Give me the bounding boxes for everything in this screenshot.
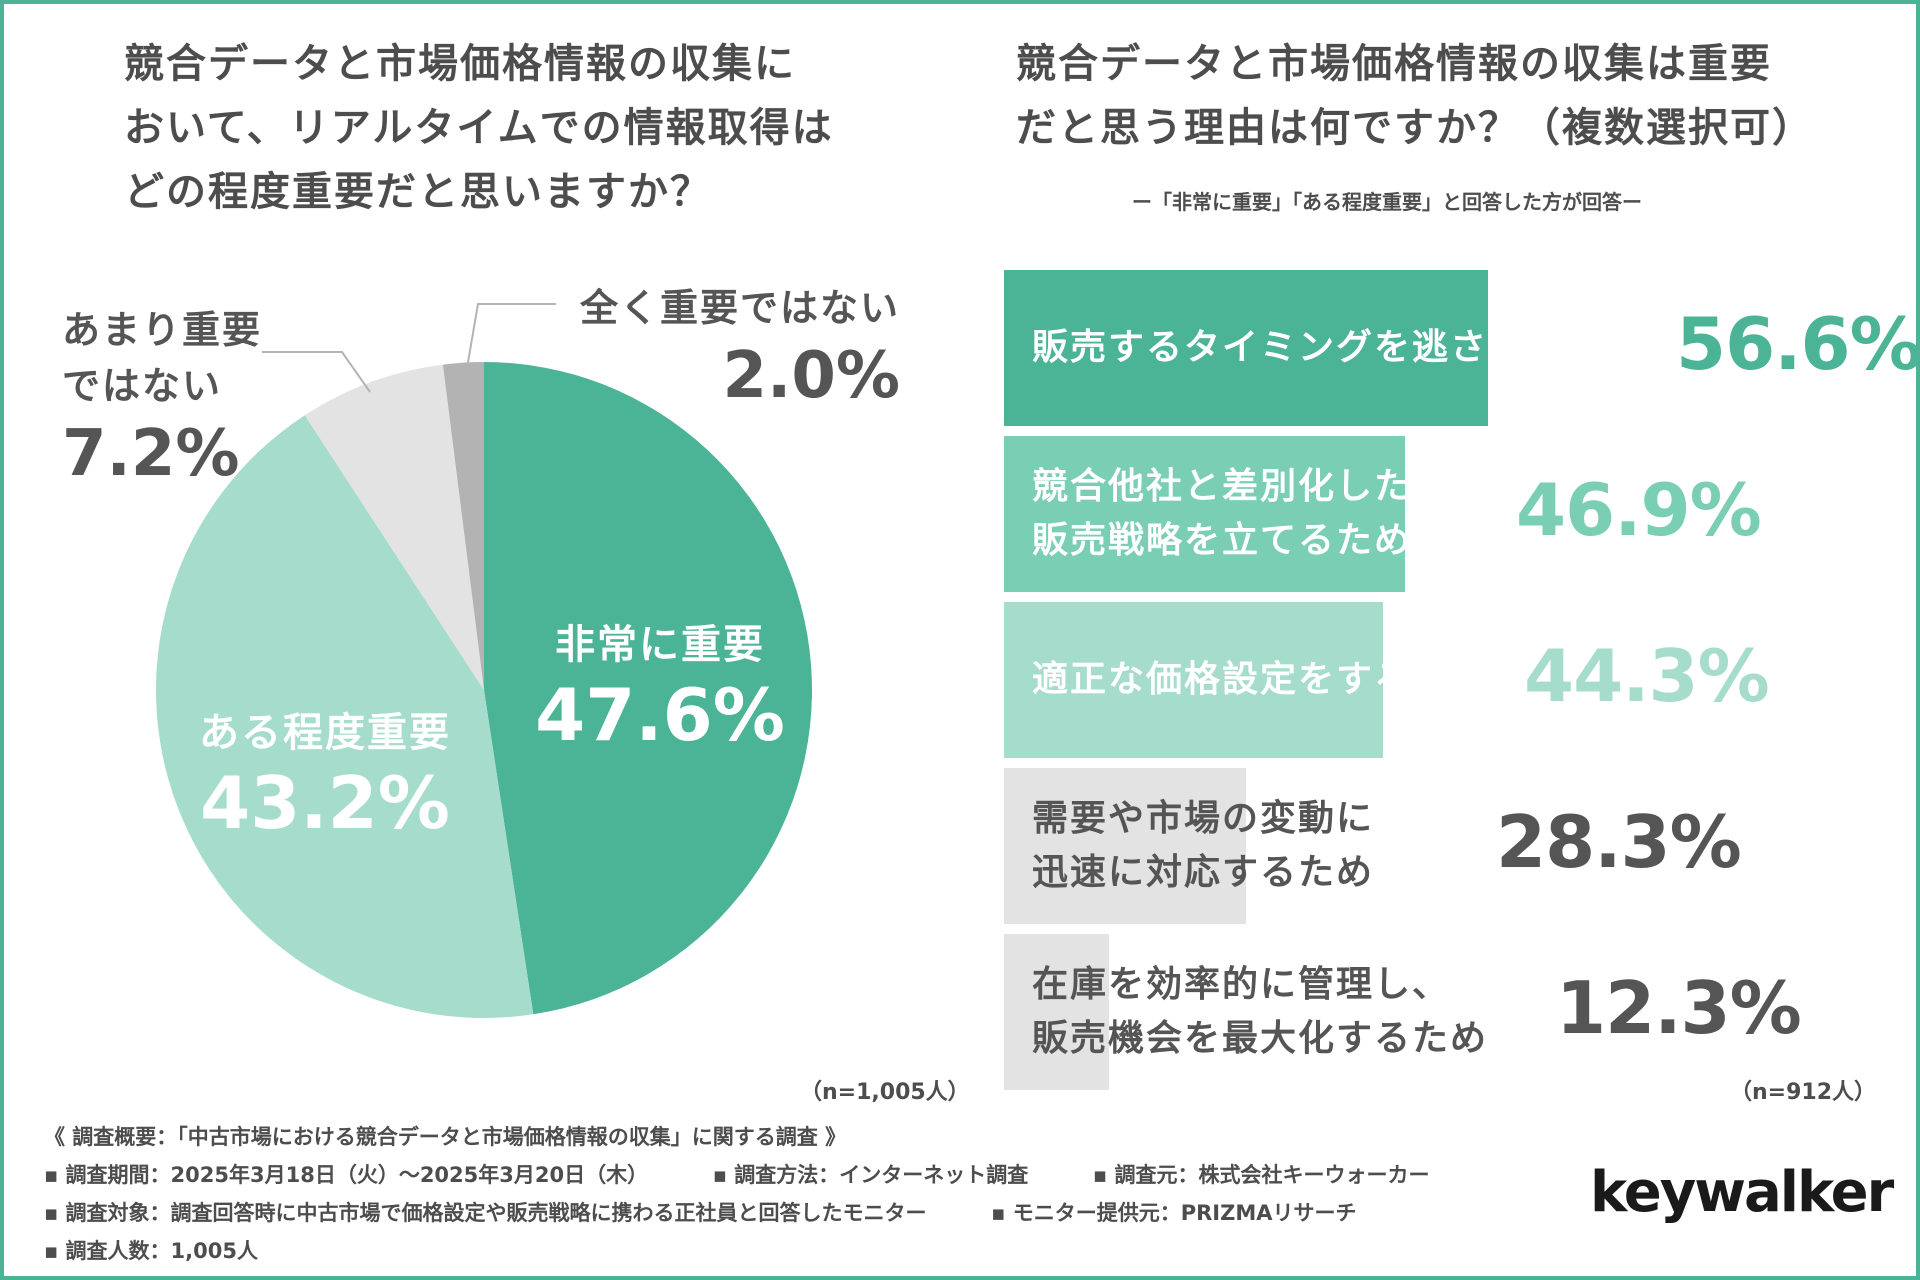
bar-value-4: 28.3% bbox=[1496, 800, 1742, 884]
pie-label-some-text: ある程度重要 bbox=[199, 710, 451, 756]
leader-line-notmuch bbox=[262, 351, 371, 393]
right-sample-size: （n=912人） bbox=[1730, 1080, 1877, 1105]
keywalker-logo: keywalker bbox=[1590, 1160, 1894, 1225]
survey-row-2: ▪ 調査対象：調査回答時に中古市場で価格設定や販売戦略に携わる正社員と回答したモ… bbox=[44, 1194, 1544, 1232]
pie-slice-notatall bbox=[442, 362, 484, 690]
pie-label-very-pct: 47.6% bbox=[535, 673, 785, 757]
pie-label-very: 非常に重要 47.6% bbox=[520, 612, 800, 760]
pie-chart bbox=[156, 303, 812, 1019]
survey-period: ▪ 調査期間：2025年3月18日（火）〜2025年3月20日（木） bbox=[44, 1163, 649, 1187]
pie-label-very-text: 非常に重要 bbox=[555, 622, 765, 668]
bar-value-2: 46.9% bbox=[1516, 468, 1762, 552]
bar-label-5: 在庫を効率的に管理し、 販売機会を最大化するため bbox=[1032, 964, 1489, 1059]
pie-label-notatall: 全く重要ではない 2.0% bbox=[560, 280, 900, 416]
right-question-title: 競合データと市場価格情報の収集は重要 だと思う理由は何ですか？（複数選択可） bbox=[1016, 41, 1814, 151]
right-subnote: ー「非常に重要」「ある程度重要」と回答した方が回答ー bbox=[1132, 190, 1642, 214]
bar-value-3: 44.3% bbox=[1524, 634, 1770, 718]
bar-value-5: 12.3% bbox=[1556, 966, 1802, 1050]
survey-overview: 《 調査概要：「中古市場における競合データと市場価格情報の収集」に関する調査 》… bbox=[44, 1118, 1544, 1270]
bar-value-1: 56.6% bbox=[1676, 302, 1920, 386]
pie-label-some-pct: 43.2% bbox=[200, 761, 450, 845]
pie-label-some: ある程度重要 43.2% bbox=[175, 700, 475, 848]
survey-overview-title: 《 調査概要：「中古市場における競合データと市場価格情報の収集」に関する調査 》 bbox=[44, 1125, 847, 1149]
pie-label-notmuch-pct: 7.2% bbox=[62, 417, 240, 491]
bar-3 bbox=[1004, 602, 1383, 758]
survey-row-1: ▪ 調査期間：2025年3月18日（火）〜2025年3月20日（木） ▪ 調査方… bbox=[44, 1156, 1544, 1194]
survey-count: ▪ 調査人数：1,005人 bbox=[44, 1239, 258, 1263]
survey-method: ▪ 調査方法：インターネット調査 bbox=[712, 1163, 1029, 1187]
bar-4 bbox=[1004, 768, 1246, 924]
survey-target: ▪ 調査対象：調査回答時に中古市場で価格設定や販売戦略に携わる正社員と回答したモ… bbox=[44, 1201, 927, 1225]
pie-slice-notmuch bbox=[304, 364, 484, 690]
left-sample-size: （n=1,005人） bbox=[800, 1080, 970, 1105]
bar-2 bbox=[1004, 436, 1405, 592]
bar-5 bbox=[1004, 934, 1109, 1090]
bar-label-3: 適正な価格設定をするため bbox=[1032, 659, 1489, 700]
pie-slice-very bbox=[484, 362, 812, 1015]
pie-label-notatall-pct: 2.0% bbox=[722, 339, 901, 413]
leader-line-notatall bbox=[465, 303, 556, 375]
bar-label-4: 需要や市場の変動に 迅速に対応するため bbox=[1032, 798, 1375, 893]
bar-1 bbox=[1004, 270, 1488, 426]
pie-label-notmuch-text: あまり重要 ではない bbox=[62, 308, 263, 408]
bar-label-1: 販売するタイミングを逃さないため bbox=[1032, 327, 1641, 368]
pie-slice-some bbox=[156, 415, 534, 1019]
pie-label-notmuch: あまり重要 ではない 7.2% bbox=[62, 302, 322, 494]
bar-label-2: 競合他社と差別化した 販売戦略を立てるため bbox=[1032, 466, 1413, 561]
survey-source: ▪ 調査元：株式会社キーウォーカー bbox=[1092, 1163, 1430, 1187]
survey-provider: ▪ モニター提供元：PRIZMAリサーチ bbox=[991, 1201, 1357, 1225]
left-question-title: 競合データと市場価格情報の収集に おいて、リアルタイムでの情報取得は どの程度重… bbox=[124, 41, 834, 215]
pie-label-notatall-text: 全く重要ではない bbox=[579, 286, 900, 330]
